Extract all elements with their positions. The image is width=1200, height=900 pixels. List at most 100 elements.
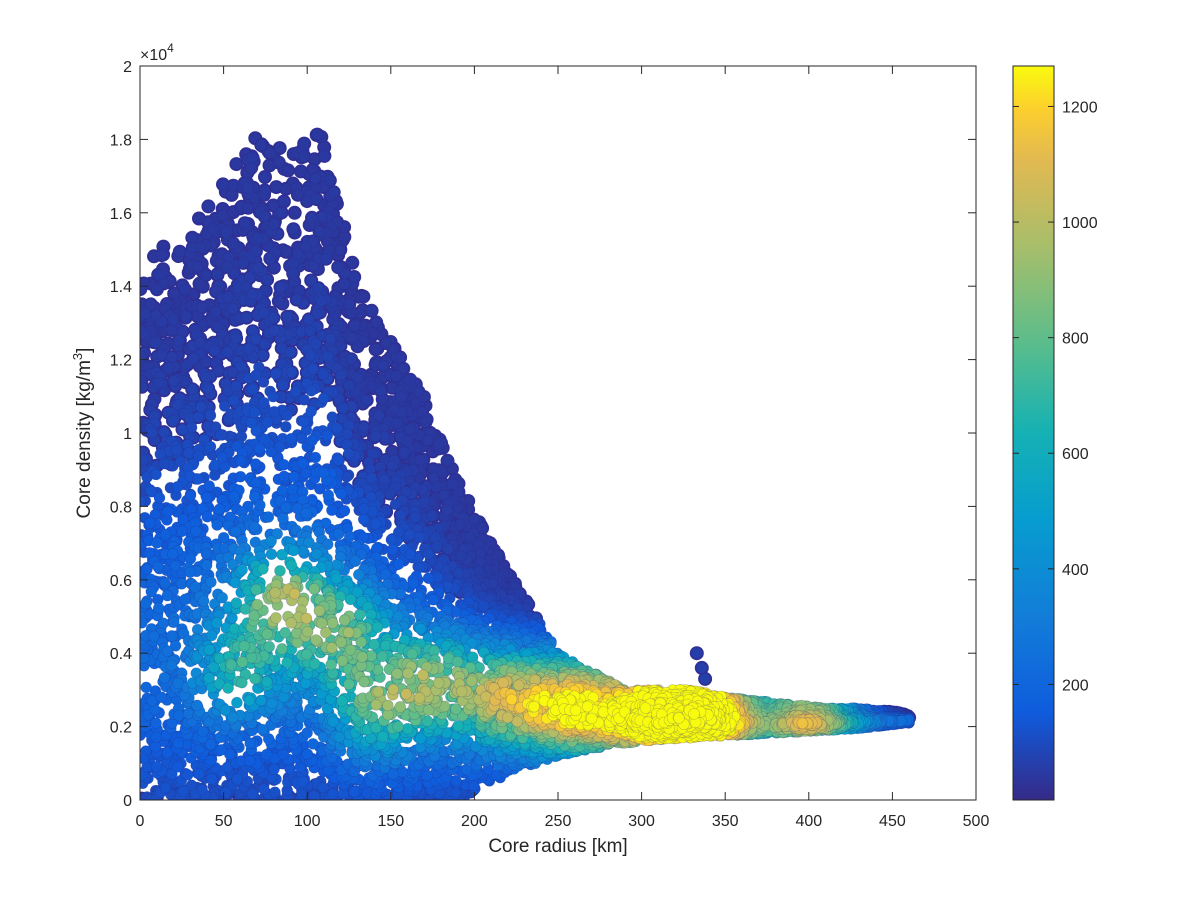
scatter-point (300, 507, 313, 520)
scatter-point (699, 673, 711, 685)
scatter-point (275, 206, 288, 219)
scatter-point (272, 156, 285, 169)
scatter-point (338, 231, 351, 243)
scatter-point (195, 401, 207, 413)
scatter-point (256, 349, 269, 362)
scatter-point (421, 769, 433, 782)
scatter-point (228, 490, 240, 503)
scatter-point (202, 382, 214, 395)
scatter-point (258, 184, 271, 197)
scatter-point (235, 455, 247, 467)
scatter-point (441, 454, 454, 467)
scatter-point (308, 153, 321, 165)
scatter-point (176, 525, 188, 538)
scatter-point (157, 617, 169, 630)
scatter-point (166, 630, 178, 642)
scatter-point (425, 509, 438, 522)
scatter-point (265, 445, 277, 458)
scatter-point (277, 512, 289, 525)
scatter-point (220, 227, 232, 239)
scatter-point (357, 502, 370, 515)
scatter-point (150, 468, 162, 481)
scatter-point (242, 202, 254, 214)
scatter-point (269, 368, 282, 380)
scatter-point (313, 225, 326, 238)
scatter-point (390, 370, 403, 382)
scatter-point (323, 174, 336, 187)
scatter-point (404, 373, 417, 386)
scatter-point (280, 501, 292, 514)
scatter-point (332, 454, 345, 467)
scatter-point (244, 737, 256, 750)
scatter-point (389, 498, 402, 511)
scatter-point (272, 295, 285, 308)
scatter-point (306, 212, 318, 224)
scatter-point (309, 172, 322, 185)
scatter-point (167, 314, 180, 326)
scatter-point (140, 752, 150, 765)
scatter-point (140, 597, 152, 610)
scatter-point (326, 411, 339, 423)
scatter-point (239, 217, 251, 229)
scatter-point (326, 504, 338, 517)
scatter-point (158, 671, 171, 684)
scatter-point (326, 788, 339, 800)
scatter-point (296, 788, 309, 800)
scatter-point (422, 572, 435, 585)
scatter-point (200, 269, 212, 281)
scatter-point (154, 448, 167, 460)
scatter-point (305, 405, 318, 418)
scatter-point (277, 379, 289, 392)
scatter-point (287, 257, 299, 270)
scatter-point (150, 336, 162, 349)
scatter-point (304, 349, 317, 362)
scatter-point (281, 409, 293, 422)
scatter-point (204, 440, 217, 453)
plot-area (140, 127, 917, 800)
scatter-point (159, 577, 171, 589)
scatter-point (317, 466, 330, 479)
scatter-point (322, 489, 335, 502)
scatter-point (211, 519, 223, 531)
scatter-point (332, 261, 345, 274)
scatter-point (227, 237, 239, 250)
scatter-point (162, 362, 175, 374)
scatter-point (245, 162, 257, 174)
scatter-point (173, 709, 185, 722)
scatter-point (249, 458, 262, 470)
scatter-point (204, 409, 217, 422)
scatter-point (690, 647, 703, 660)
scatter-point (432, 438, 445, 451)
scatter-point (268, 324, 281, 337)
scatter-point (201, 510, 214, 523)
scatter-point (343, 298, 356, 311)
scatter-point (297, 775, 309, 788)
scatter-point (357, 290, 370, 303)
scatter-point (287, 267, 300, 280)
scatter-point (270, 181, 283, 193)
scatter-point (187, 352, 200, 365)
scatter-point (446, 478, 459, 490)
scatter-point (409, 511, 422, 524)
scatter-point (181, 769, 194, 781)
scatter-point (318, 150, 331, 162)
scatter-point (349, 555, 362, 568)
scatter-point (200, 547, 213, 560)
scatter-point (251, 232, 264, 244)
scatter-point (281, 310, 294, 323)
scatter-point (155, 691, 168, 704)
scatter-point (240, 311, 253, 324)
scatter-point (257, 396, 270, 409)
scatter-point (370, 316, 383, 329)
scatter-point (167, 414, 179, 427)
scatter-point (287, 223, 300, 235)
scatter-point (264, 252, 277, 265)
scatter-point (241, 182, 254, 194)
scatter-point (306, 434, 319, 447)
scatter-point (412, 385, 425, 398)
scatter-point (335, 487, 347, 500)
scatter-point (256, 723, 269, 736)
scatter-point (193, 767, 205, 780)
scatter-point (337, 402, 350, 414)
scatter-point (320, 252, 332, 265)
